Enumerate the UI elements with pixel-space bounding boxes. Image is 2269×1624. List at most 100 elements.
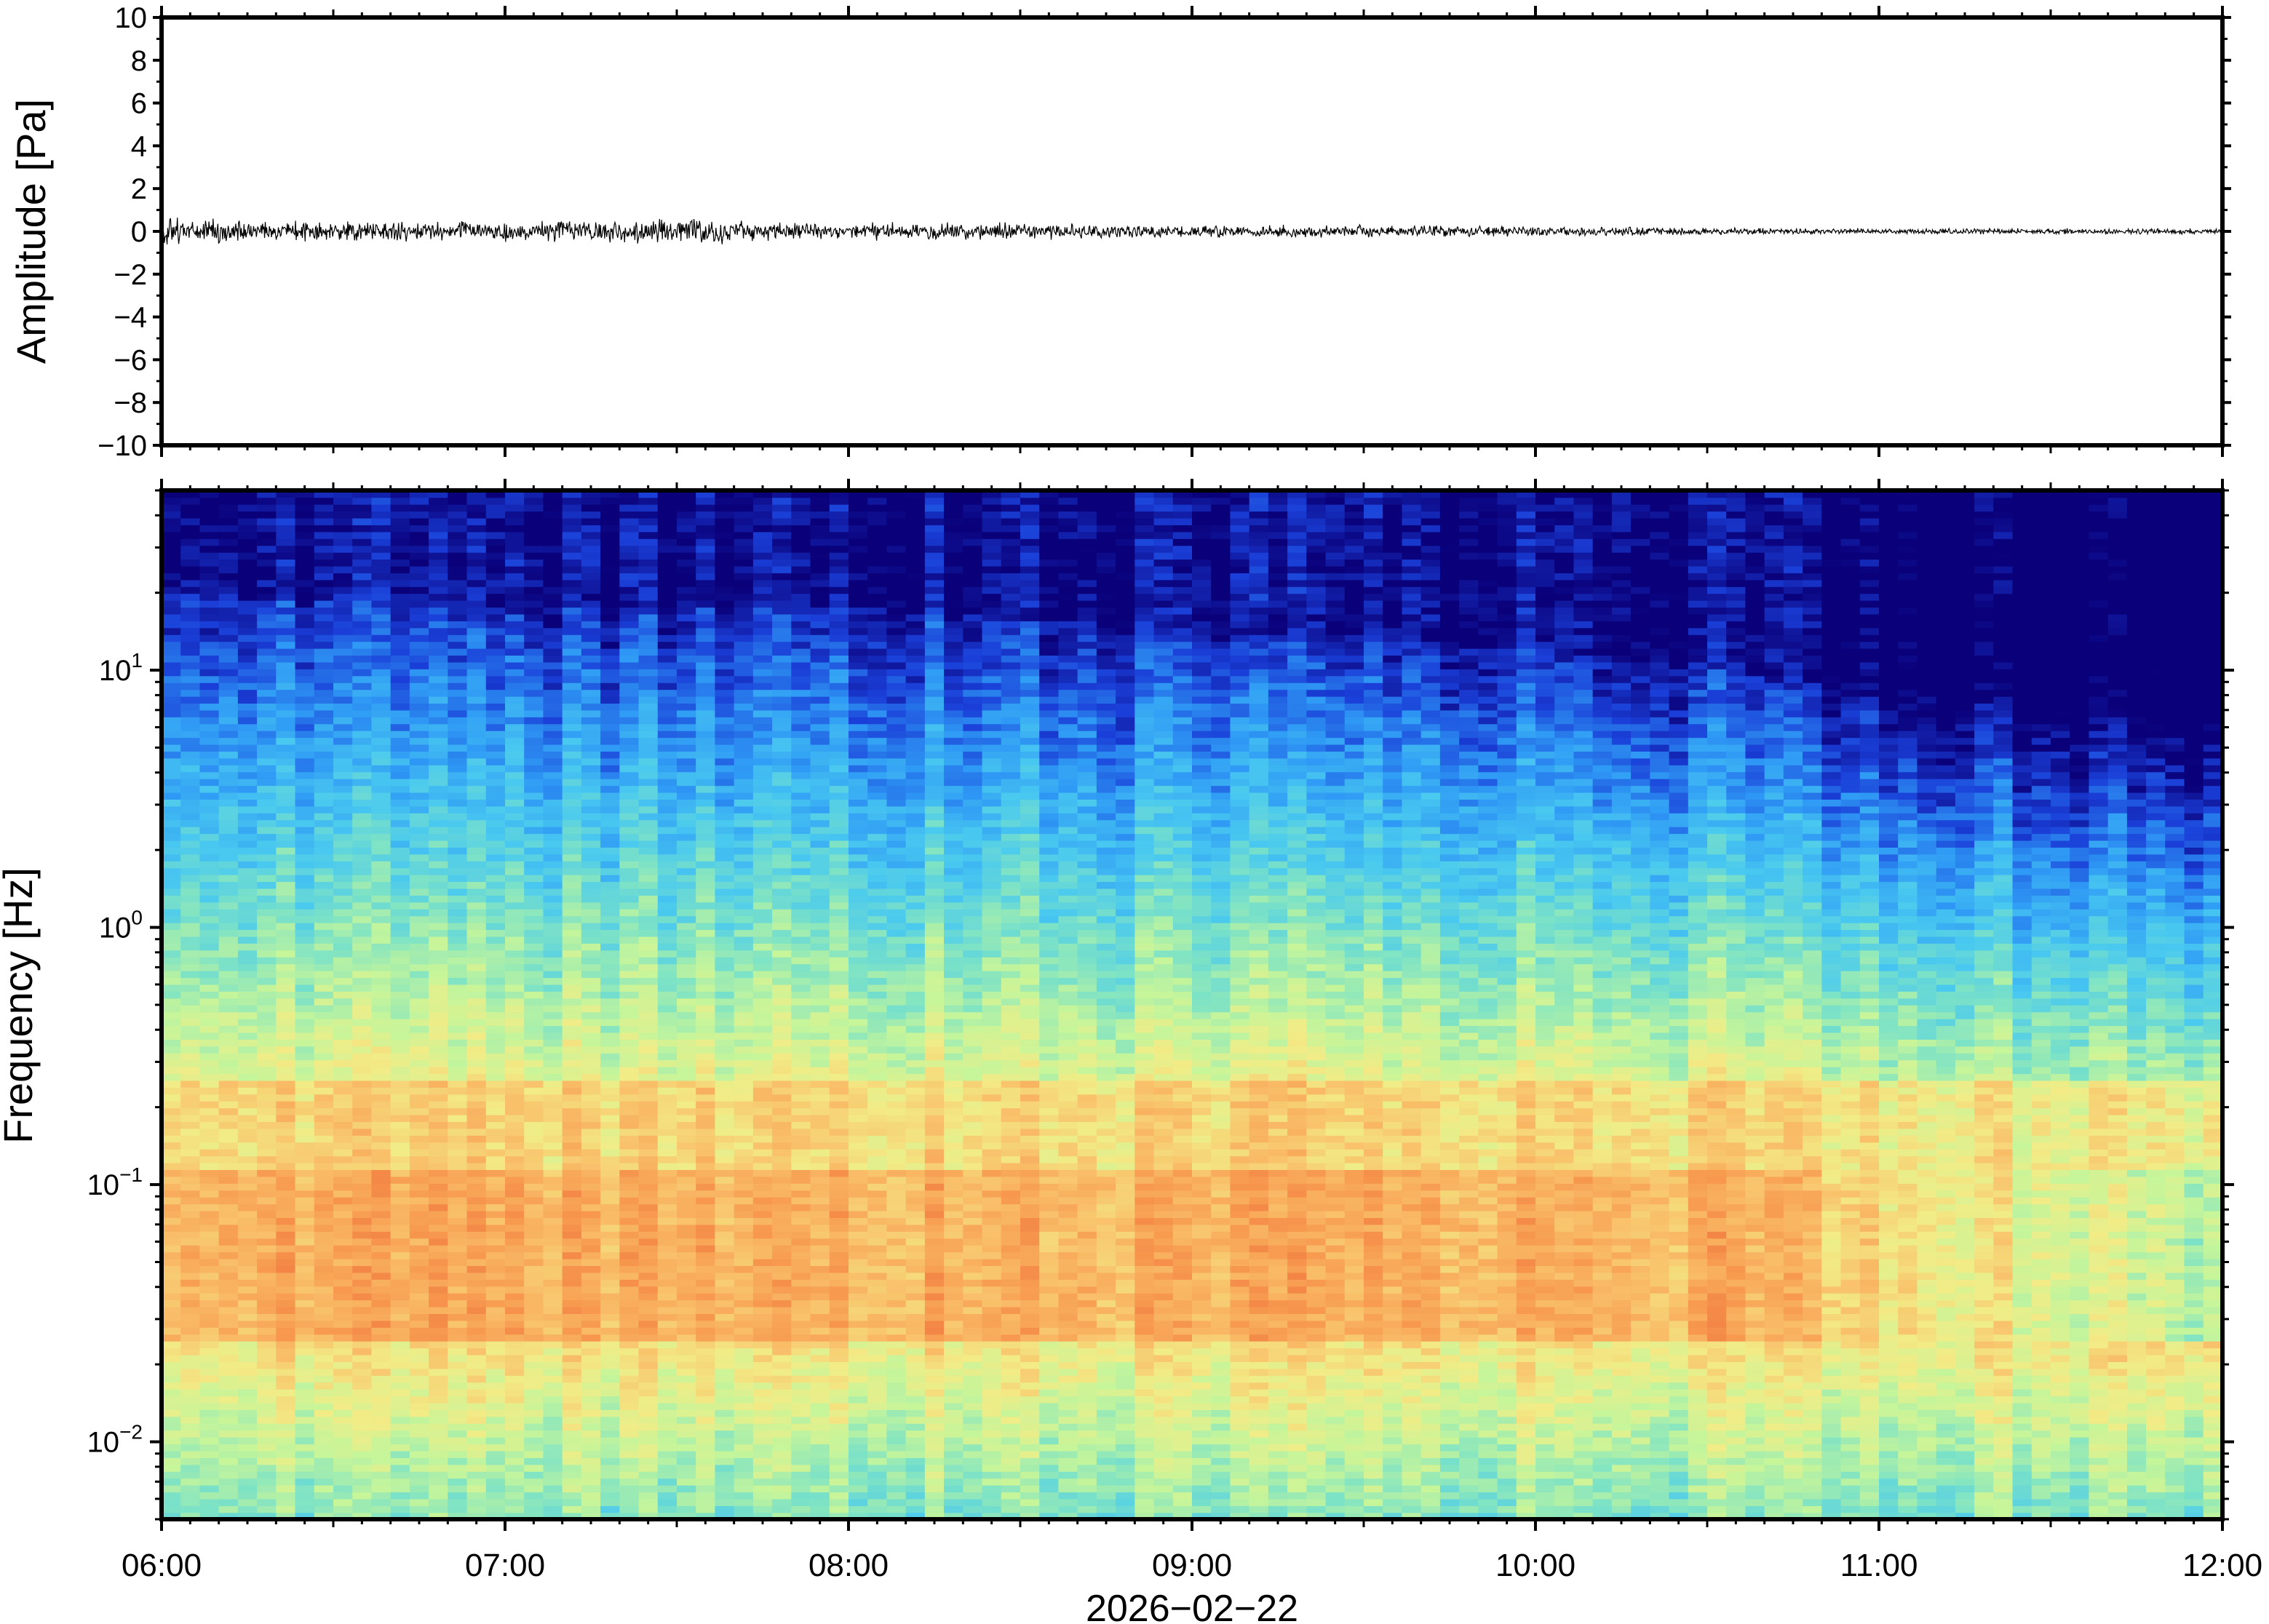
spectrogram-cell [505, 1135, 525, 1143]
spectrogram-cell [448, 1388, 468, 1397]
spectrogram-cell [505, 1107, 525, 1115]
spectrogram-cell [295, 723, 315, 731]
spectrogram-cell [199, 669, 220, 677]
spectrogram-cell [218, 1478, 239, 1486]
spectrogram-cell [485, 1224, 506, 1232]
spectrogram-cell [448, 984, 468, 992]
spectrogram-cell [162, 1265, 182, 1273]
spectrogram-cell [237, 655, 258, 663]
spectrogram-cell [218, 586, 239, 594]
spectrogram-cell [677, 778, 697, 787]
spectrogram-cell [581, 1203, 601, 1211]
spectrogram-cell [429, 1498, 449, 1506]
spectrogram-cell [734, 977, 754, 985]
spectrogram-cell [638, 984, 659, 992]
spectrogram-cell [409, 696, 429, 704]
spectrogram-cell [276, 1128, 296, 1136]
spectrogram-cell [237, 490, 258, 498]
spectrogram-cell [409, 1210, 429, 1219]
spectrogram-cell [752, 689, 773, 697]
spectrogram-cell [295, 517, 315, 525]
spectrogram-cell [715, 765, 735, 773]
spectrogram-cell [581, 1498, 601, 1506]
spectrogram-cell [677, 1306, 697, 1314]
spectrogram-cell [333, 1368, 354, 1376]
spectrogram-cell [448, 497, 468, 505]
spectrogram-cell [429, 655, 449, 663]
spectrogram-cell [677, 703, 697, 711]
spectrogram-cell [696, 1340, 716, 1349]
spectrogram-cell [524, 984, 544, 992]
spectrogram-cell [352, 1313, 373, 1321]
spectrogram-cell [562, 1251, 582, 1259]
spectrogram-cell [295, 1286, 315, 1294]
spectrogram-cell [180, 1368, 201, 1376]
spectrogram-cell [505, 717, 525, 725]
spectrogram-cell [352, 1464, 373, 1472]
spectrogram-cell [485, 771, 506, 779]
spectrogram-cell [352, 586, 373, 594]
spectrogram-cell [466, 1320, 487, 1328]
spectrogram-cell [237, 675, 258, 683]
spectrogram-cell [619, 1444, 640, 1452]
spectrogram-cell [485, 1348, 506, 1356]
spectrogram-cell [715, 909, 735, 917]
spectrogram-cell [276, 1155, 296, 1163]
spectrogram-cell [199, 853, 220, 861]
spectrogram-cell [734, 1011, 754, 1019]
spectrogram-cell [485, 1498, 506, 1506]
spectrogram-cell [371, 1100, 392, 1109]
spectrogram-cell [524, 1409, 544, 1417]
spectrogram-cell [619, 1190, 640, 1198]
spectrogram-cell [218, 1087, 239, 1095]
spectrogram-cell [257, 1196, 277, 1205]
spectrogram-cell [505, 517, 525, 525]
spectrogram-cell [371, 1238, 392, 1246]
spectrogram-cell [543, 861, 563, 869]
spectrogram-cell [448, 634, 468, 642]
spectrogram-cell [638, 689, 659, 697]
spectrogram-cell [581, 1388, 601, 1397]
spectrogram-cell [600, 771, 621, 779]
spectrogram-cell [390, 517, 410, 525]
spectrogram-cell [581, 1162, 601, 1171]
spectrogram-cell [429, 867, 449, 875]
spectrogram-cell [199, 634, 220, 642]
spectrogram-cell [485, 1231, 506, 1239]
spectrogram-cell [734, 497, 754, 505]
spectrogram-cell [485, 1238, 506, 1246]
spectrogram-cell [199, 991, 220, 999]
spectrogram-cell [619, 1238, 640, 1246]
spectrogram-cell [237, 517, 258, 525]
spectrogram-cell [734, 696, 754, 704]
spectrogram-cell [677, 1176, 697, 1184]
spectrogram-cell [657, 751, 677, 759]
spectrogram-cell [276, 1244, 296, 1253]
spectrogram-cell [752, 1498, 773, 1506]
spectrogram-cell [276, 1471, 296, 1479]
spectrogram-cell [581, 1238, 601, 1246]
spectrogram-cell [448, 1190, 468, 1198]
spectrogram-cell [180, 1299, 201, 1307]
spectrogram-cell [371, 922, 392, 931]
spectrogram-cell [448, 963, 468, 971]
spectrogram-cell [619, 1128, 640, 1136]
spectrogram-cell [619, 634, 640, 642]
spectrogram-cell [696, 1183, 716, 1191]
spectrogram-cell [218, 490, 239, 498]
spectrogram-cell [696, 613, 716, 621]
spectrogram-cell [562, 1244, 582, 1253]
spectrogram-cell [638, 565, 659, 573]
spectrogram-cell [448, 1032, 468, 1040]
spectrogram-cell [581, 607, 601, 615]
spectrogram-cell [734, 593, 754, 601]
spectrogram-cell [333, 1169, 354, 1177]
spectrogram-cell [429, 1039, 449, 1047]
spectrogram-cell [162, 1272, 182, 1280]
spectrogram-cell [409, 778, 429, 787]
spectrogram-cell [257, 1258, 277, 1267]
spectrogram-cell [734, 1217, 754, 1225]
spectrogram-cell [448, 1162, 468, 1171]
spectrogram-cell [581, 655, 601, 663]
spectrogram-cell [180, 1388, 201, 1397]
